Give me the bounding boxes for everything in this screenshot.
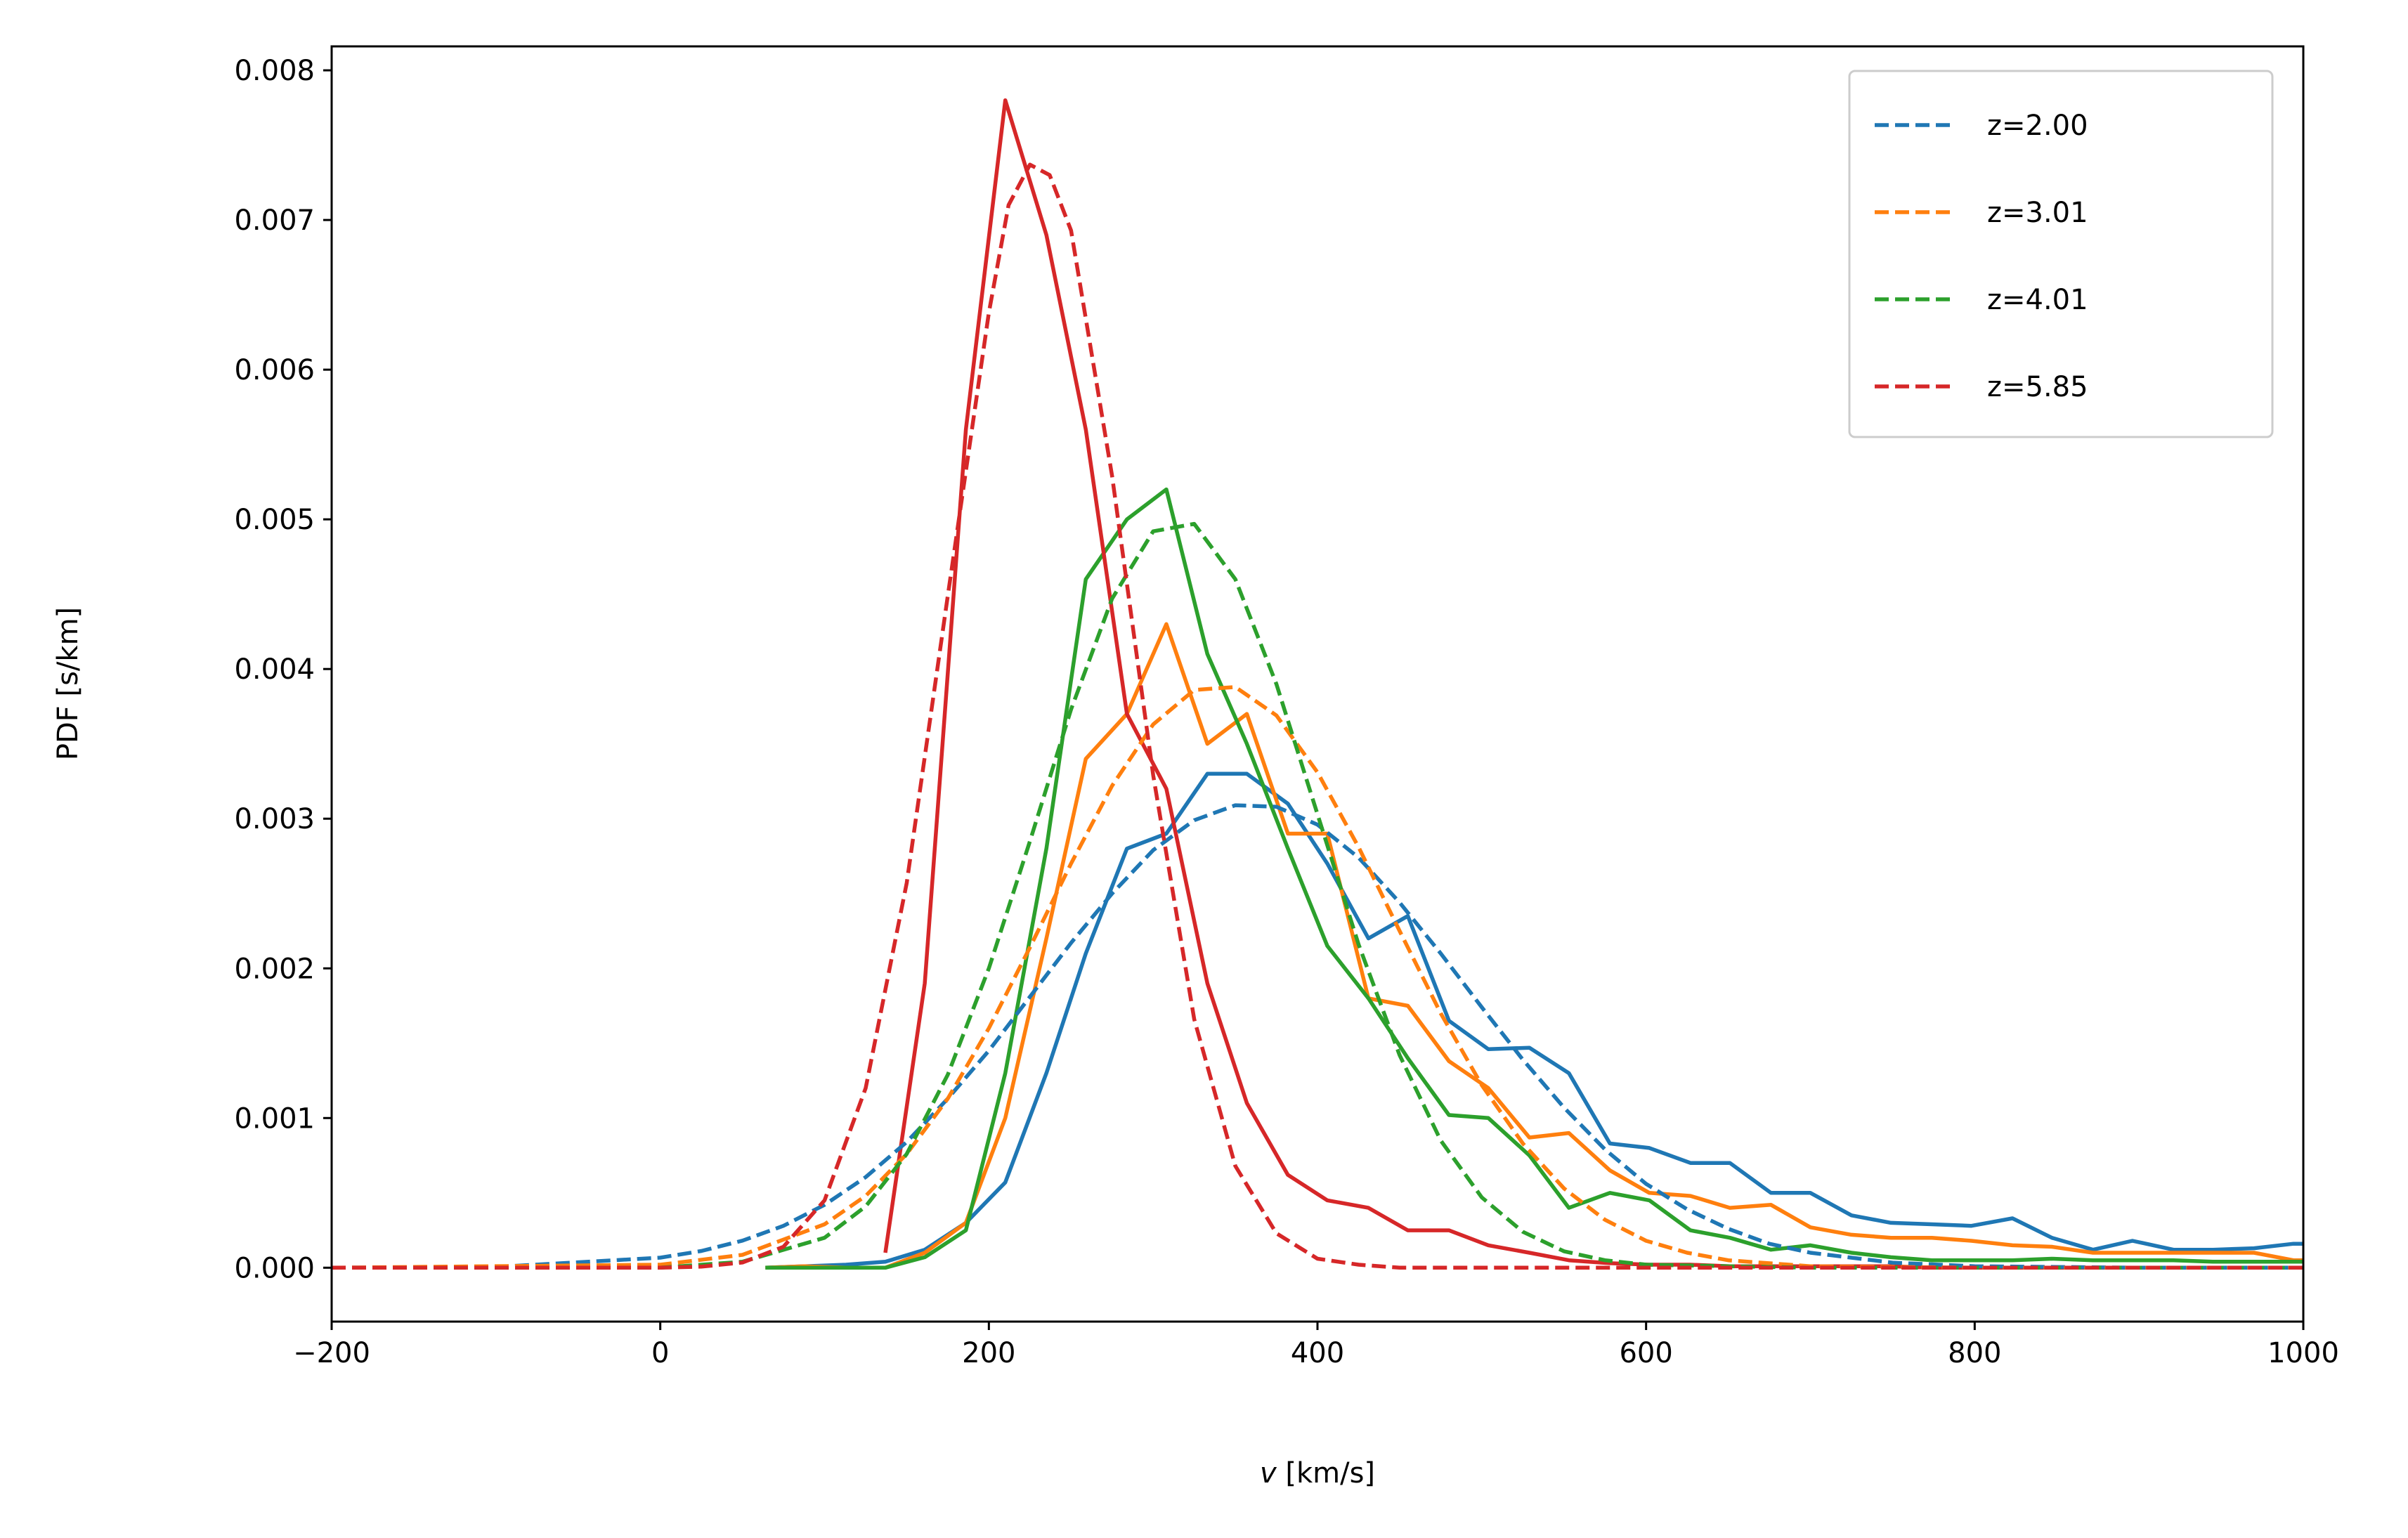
x-axis: −200 0 200 400 600 800 1000: [293, 1322, 2339, 1369]
series-line-solid-z200: [765, 771, 2303, 1270]
legend-label: z=5.85: [1987, 371, 2088, 403]
legend-label: z=3.01: [1987, 197, 2088, 229]
x-tick-label: 600: [1619, 1337, 1672, 1369]
x-tick-label: 800: [1948, 1337, 2001, 1369]
y-tick-label: 0.005: [234, 504, 315, 536]
y-tick-label: 0.007: [234, 204, 315, 237]
series-line-dashed-z401: [332, 521, 2303, 1270]
x-tick-label: 200: [962, 1337, 1015, 1369]
y-tick-label: 0.002: [234, 953, 315, 985]
x-tick-label: −200: [293, 1337, 370, 1369]
y-tick-label: 0.001: [234, 1102, 315, 1135]
legend-label: z=4.01: [1987, 284, 2088, 316]
legend: z=2.00 z=3.01 z=4.01 z=5.85: [1848, 70, 2274, 438]
legend-label: z=2.00: [1987, 110, 2088, 142]
legend-box: [1848, 70, 2274, 438]
series-line-solid-z301: [765, 622, 2303, 1270]
x-tick-label: 400: [1291, 1337, 1344, 1369]
x-axis-label: v [km/s]: [1260, 1457, 1375, 1490]
series-line-dashed-z301: [331, 685, 2303, 1270]
y-axis: 0.000 0.001 0.002 0.003 0.004 0.005 0.006 0.007…: [234, 55, 332, 1284]
y-axis-label: PDF [s/km]: [52, 607, 84, 760]
y-tick-label: 0.000: [234, 1252, 315, 1284]
y-tick-label: 0.004: [234, 653, 315, 686]
series-line-solid-z401: [765, 487, 2303, 1270]
series-line-dashed-z585: [332, 162, 2303, 1270]
x-tick-label: 0: [651, 1337, 669, 1369]
y-tick-label: 0.008: [234, 55, 315, 87]
series-lines: [331, 98, 2303, 1270]
series-line-dashed-z200: [331, 803, 2303, 1270]
x-tick-label: 1000: [2267, 1337, 2339, 1369]
y-tick-label: 0.006: [234, 354, 315, 386]
y-tick-label: 0.003: [234, 803, 315, 835]
